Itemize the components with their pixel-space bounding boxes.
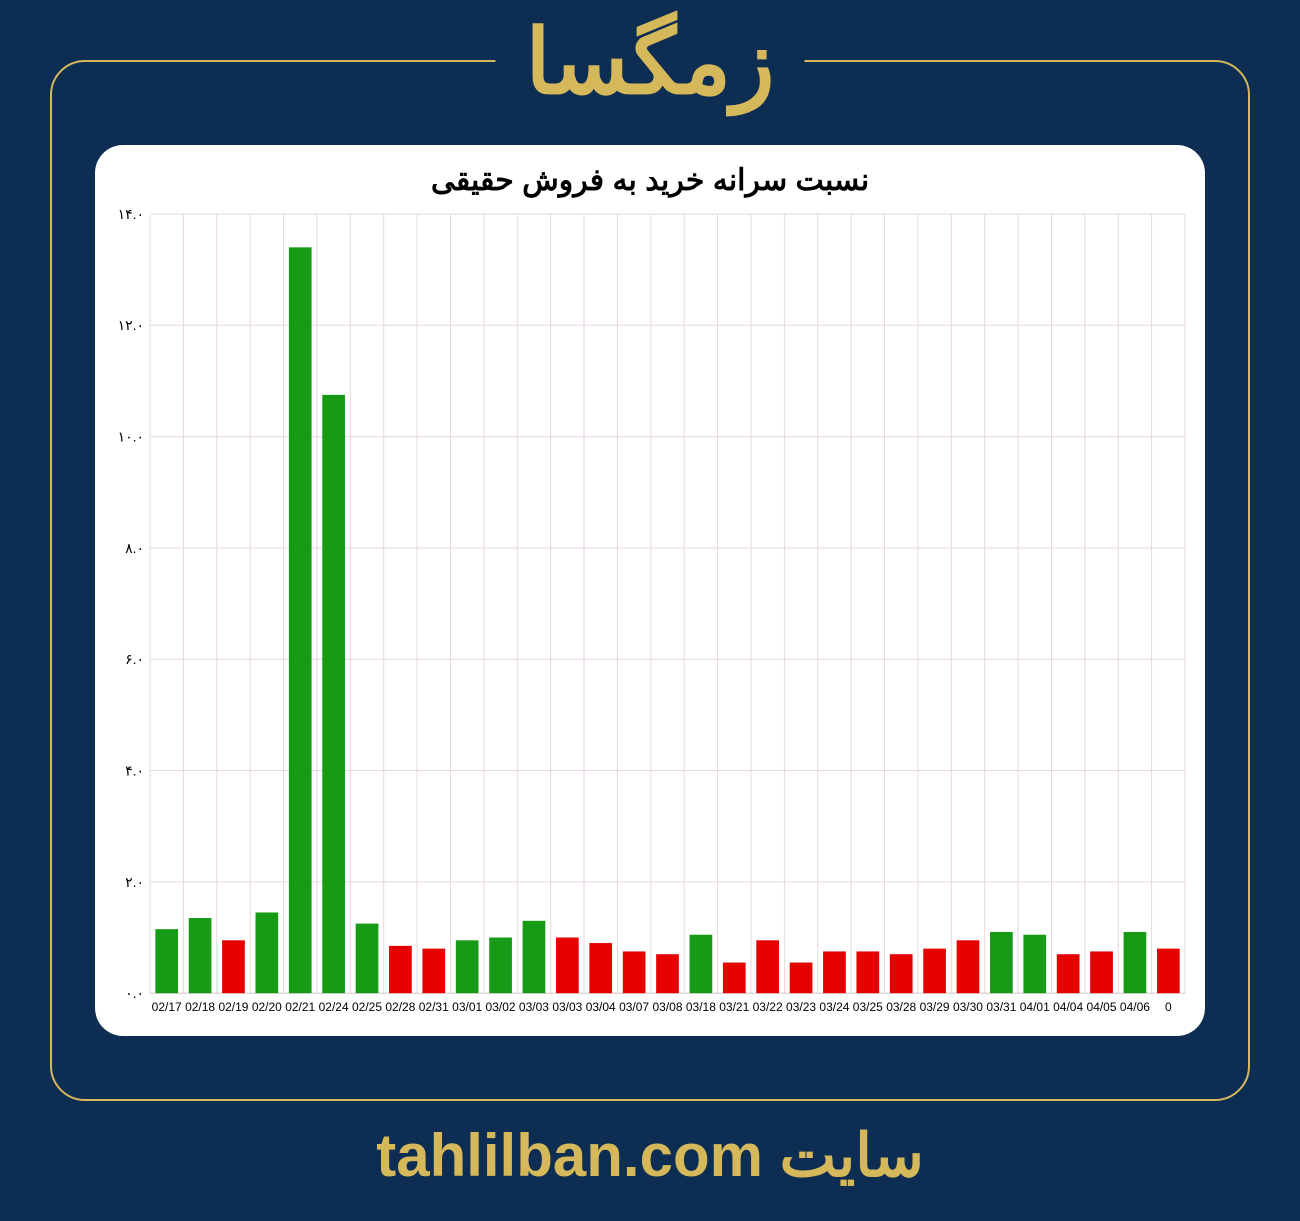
bar [823,951,846,993]
x-tick-label: 04/01 [1020,1000,1050,1014]
x-tick-label: 02/18 [185,1000,215,1014]
x-tick-label: 04/06 [1120,1000,1150,1014]
y-tick-label: ۱۲.۰ [118,317,144,333]
bar [890,954,913,993]
x-tick-label: 03/21 [719,1000,749,1014]
bar [1023,935,1046,993]
x-tick-label: 03/29 [920,1000,950,1014]
page-footer: سایت tahlilban.com [376,1121,924,1191]
x-tick-label: 02/19 [218,1000,248,1014]
bar [189,918,212,993]
bar [790,963,813,994]
bar [356,924,379,994]
bar [289,247,312,993]
bar [422,949,445,994]
bar [1090,951,1113,993]
bar [523,921,546,993]
bar [456,940,479,993]
bar [256,912,279,993]
x-tick-label: 03/22 [753,1000,783,1014]
bar [957,940,980,993]
bar [1157,949,1180,994]
x-tick-label: 03/03 [519,1000,549,1014]
x-tick-label: 03/23 [786,1000,816,1014]
x-tick-label: 02/21 [285,1000,315,1014]
x-tick-label: 04/05 [1087,1000,1117,1014]
chart-title: نسبت سرانه خرید به فروش حقیقی [110,163,1190,198]
x-tick-label: 02/20 [252,1000,282,1014]
y-tick-label: ۰.۰ [125,985,144,1001]
bar [556,938,579,994]
bar [389,946,412,993]
x-tick-label: 03/02 [486,1000,516,1014]
bar [155,929,178,993]
bar [990,932,1013,993]
x-tick-label: 03/28 [886,1000,916,1014]
x-tick-label: 04/04 [1053,1000,1083,1014]
x-tick-label: 03/07 [619,1000,649,1014]
x-tick-label: 03/31 [986,1000,1016,1014]
y-tick-label: ۱۴.۰ [118,206,144,222]
page-heading: زمگسا [495,10,804,115]
bar [856,951,879,993]
x-tick-label: 03/08 [652,1000,682,1014]
x-tick-label: 02/25 [352,1000,382,1014]
y-tick-label: ۶.۰ [125,651,144,667]
bar [656,954,679,993]
bar-chart: ۰.۰۲.۰۴.۰۶.۰۸.۰۱۰.۰۱۲.۰۱۴.۰02/1702/1802/… [110,206,1190,1021]
x-tick-label: 03/04 [586,1000,616,1014]
y-tick-label: ۲.۰ [125,874,144,890]
x-tick-label: 03/18 [686,1000,716,1014]
bar [690,935,713,993]
x-tick-label: 02/24 [319,1000,349,1014]
x-tick-label: 03/01 [452,1000,482,1014]
bar [489,938,512,994]
x-tick-label: 02/31 [419,1000,449,1014]
y-tick-label: ۴.۰ [125,763,144,779]
chart-card: نسبت سرانه خرید به فروش حقیقی ۰.۰ ۲.۰ ۴.۰ ۶… [95,145,1205,1036]
y-tick-label: ۸.۰ [125,540,144,556]
x-tick-label: 02/28 [385,1000,415,1014]
bar [222,940,245,993]
y-tick-label: ۱۰.۰ [118,429,144,445]
x-tick-label: 03/24 [819,1000,849,1014]
x-tick-label: 03/25 [853,1000,883,1014]
bar [723,963,746,994]
x-tick-label: 0 [1165,1000,1172,1014]
bar [589,943,612,993]
x-tick-label: 03/03 [552,1000,582,1014]
x-tick-label: 03/30 [953,1000,983,1014]
bar [1057,954,1080,993]
bar [322,395,345,993]
x-tick-label: 02/17 [152,1000,182,1014]
bar [756,940,779,993]
bar [923,949,946,994]
bar [623,951,646,993]
bar [1124,932,1147,993]
